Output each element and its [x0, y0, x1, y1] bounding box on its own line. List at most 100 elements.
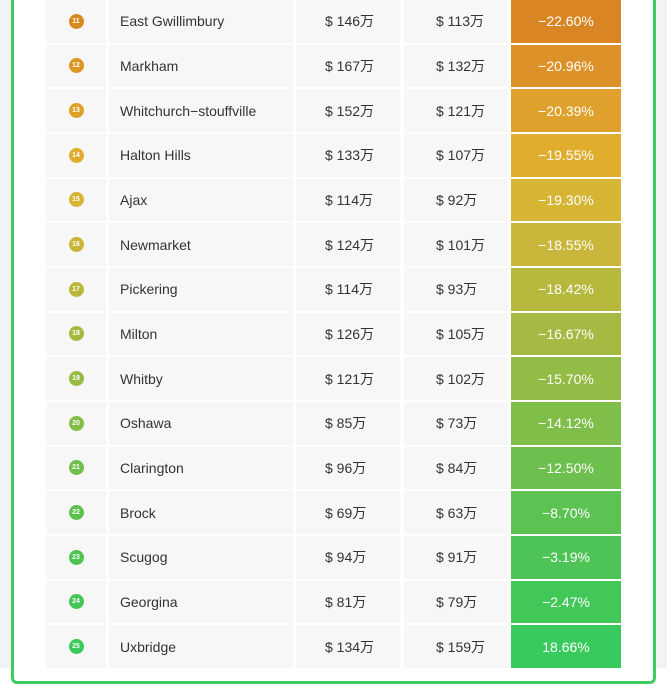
change-percent: −16.67%	[511, 312, 621, 356]
rank-cell: 11	[46, 0, 106, 43]
rank-cell: 14	[46, 133, 106, 177]
municipality-name: Scugog	[109, 535, 293, 579]
rank-badge: 15	[68, 192, 84, 208]
table-row: 17 Pickering $ 114万 $ 93万 −18.42%	[46, 267, 622, 313]
rank-badge: 13	[68, 103, 84, 119]
rank-cell: 23	[46, 535, 106, 579]
rank-cell: 12	[46, 44, 106, 88]
price-after: $ 93万	[404, 267, 508, 311]
price-after: $ 132万	[404, 44, 508, 88]
rank-badge: 16	[68, 237, 84, 253]
price-before: $ 96万	[296, 446, 400, 490]
change-percent: −2.47%	[511, 580, 621, 624]
price-before: $ 134万	[296, 625, 400, 668]
municipality-name: Uxbridge	[109, 625, 293, 668]
price-after: $ 84万	[404, 446, 508, 490]
municipality-name: Milton	[109, 312, 293, 356]
price-after: $ 79万	[404, 580, 508, 624]
price-change-table: 11 East Gwillimbury $ 146万 $ 113万 −22.60…	[46, 0, 622, 670]
municipality-name: Oshawa	[109, 401, 293, 445]
price-after: $ 159万	[404, 625, 508, 668]
price-before: $ 146万	[296, 0, 400, 43]
table-row: 14 Halton Hills $ 133万 $ 107万 −19.55%	[46, 133, 622, 179]
table-row: 23 Scugog $ 94万 $ 91万 −3.19%	[46, 535, 622, 581]
rank-badge: 11	[68, 13, 84, 29]
table-row: 18 Milton $ 126万 $ 105万 −16.67%	[46, 312, 622, 358]
rank-cell: 18	[46, 312, 106, 356]
change-percent: −19.30%	[511, 178, 621, 222]
change-percent: −3.19%	[511, 535, 621, 579]
price-before: $ 121万	[296, 357, 400, 400]
rank-cell: 20	[46, 401, 106, 445]
change-percent: −18.55%	[511, 223, 621, 266]
table-row: 12 Markham $ 167万 $ 132万 −20.96%	[46, 44, 622, 90]
rank-badge: 24	[68, 594, 84, 610]
change-percent: −14.12%	[511, 401, 621, 445]
price-after: $ 101万	[404, 223, 508, 266]
rank-badge: 14	[68, 147, 84, 163]
rank-cell: 15	[46, 178, 106, 222]
municipality-name: Brock	[109, 491, 293, 534]
table-row: 22 Brock $ 69万 $ 63万 −8.70%	[46, 491, 622, 536]
rank-cell: 17	[46, 267, 106, 311]
rank-badge: 12	[68, 58, 84, 74]
rank-cell: 16	[46, 223, 106, 266]
rank-cell: 13	[46, 89, 106, 132]
rank-badge: 17	[68, 281, 84, 297]
price-before: $ 167万	[296, 44, 400, 88]
rank-cell: 22	[46, 491, 106, 534]
change-percent: −20.39%	[511, 89, 621, 132]
price-before: $ 133万	[296, 133, 400, 177]
municipality-name: Newmarket	[109, 223, 293, 266]
municipality-name: Georgina	[109, 580, 293, 624]
price-after: $ 102万	[404, 357, 508, 400]
price-after: $ 107万	[404, 133, 508, 177]
municipality-name: East Gwillimbury	[109, 0, 293, 43]
table-row: 11 East Gwillimbury $ 146万 $ 113万 −22.60…	[46, 0, 622, 45]
price-before: $ 94万	[296, 535, 400, 579]
price-after: $ 73万	[404, 401, 508, 445]
price-before: $ 114万	[296, 178, 400, 222]
rank-badge: 23	[68, 549, 84, 565]
table-row: 16 Newmarket $ 124万 $ 101万 −18.55%	[46, 223, 622, 268]
price-before: $ 69万	[296, 491, 400, 534]
price-before: $ 126万	[296, 312, 400, 356]
price-before: $ 114万	[296, 267, 400, 311]
change-percent: −15.70%	[511, 357, 621, 400]
municipality-name: Whitby	[109, 357, 293, 400]
table-row: 20 Oshawa $ 85万 $ 73万 −14.12%	[46, 401, 622, 447]
rank-badge: 25	[68, 639, 84, 655]
change-percent: −20.96%	[511, 44, 621, 88]
change-percent: 18.66%	[511, 625, 621, 668]
price-before: $ 152万	[296, 89, 400, 132]
price-before: $ 81万	[296, 580, 400, 624]
rank-cell: 21	[46, 446, 106, 490]
municipality-name: Whitchurch−stouffville	[109, 89, 293, 132]
rank-cell: 25	[46, 625, 106, 668]
rank-badge: 21	[68, 460, 84, 476]
price-before: $ 124万	[296, 223, 400, 266]
table-row: 19 Whitby $ 121万 $ 102万 −15.70%	[46, 357, 622, 402]
table-row: 24 Georgina $ 81万 $ 79万 −2.47%	[46, 580, 622, 626]
price-after: $ 105万	[404, 312, 508, 356]
municipality-name: Pickering	[109, 267, 293, 311]
price-after: $ 113万	[404, 0, 508, 43]
price-after: $ 92万	[404, 178, 508, 222]
table-row: 21 Clarington $ 96万 $ 84万 −12.50%	[46, 446, 622, 492]
table-row: 15 Ajax $ 114万 $ 92万 −19.30%	[46, 178, 622, 224]
rank-cell: 24	[46, 580, 106, 624]
price-after: $ 63万	[404, 491, 508, 534]
change-percent: −19.55%	[511, 133, 621, 177]
municipality-name: Ajax	[109, 178, 293, 222]
price-after: $ 121万	[404, 89, 508, 132]
municipality-name: Markham	[109, 44, 293, 88]
table-row: 13 Whitchurch−stouffville $ 152万 $ 121万 …	[46, 89, 622, 134]
change-percent: −8.70%	[511, 491, 621, 534]
table-row: 25 Uxbridge $ 134万 $ 159万 18.66%	[46, 625, 622, 670]
change-percent: −12.50%	[511, 446, 621, 490]
change-percent: −18.42%	[511, 267, 621, 311]
rank-badge: 20	[68, 415, 84, 431]
municipality-name: Clarington	[109, 446, 293, 490]
rank-badge: 19	[68, 371, 84, 387]
municipality-name: Halton Hills	[109, 133, 293, 177]
